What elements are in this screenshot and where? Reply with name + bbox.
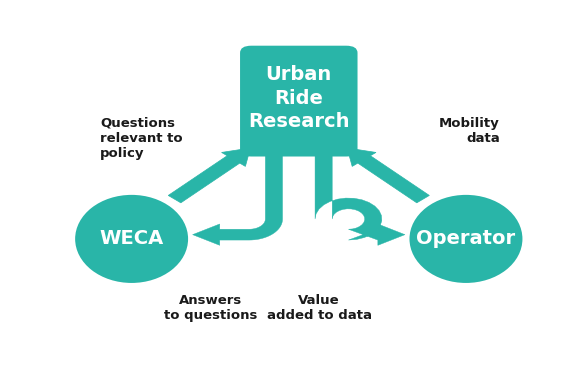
Polygon shape: [347, 148, 429, 203]
Text: Operator: Operator: [416, 230, 515, 248]
Text: WECA: WECA: [100, 230, 164, 248]
Ellipse shape: [75, 195, 188, 283]
Polygon shape: [192, 151, 283, 245]
Text: Value
added to data: Value added to data: [266, 294, 371, 322]
Text: Questions
relevant to
policy: Questions relevant to policy: [100, 117, 182, 160]
Ellipse shape: [409, 195, 522, 283]
Text: Mobility
data: Mobility data: [439, 117, 500, 145]
FancyBboxPatch shape: [240, 46, 357, 156]
Text: Urban
Ride
Research: Urban Ride Research: [248, 65, 350, 131]
Text: Answers
to questions: Answers to questions: [164, 294, 257, 322]
Polygon shape: [315, 151, 405, 245]
Polygon shape: [168, 148, 251, 203]
